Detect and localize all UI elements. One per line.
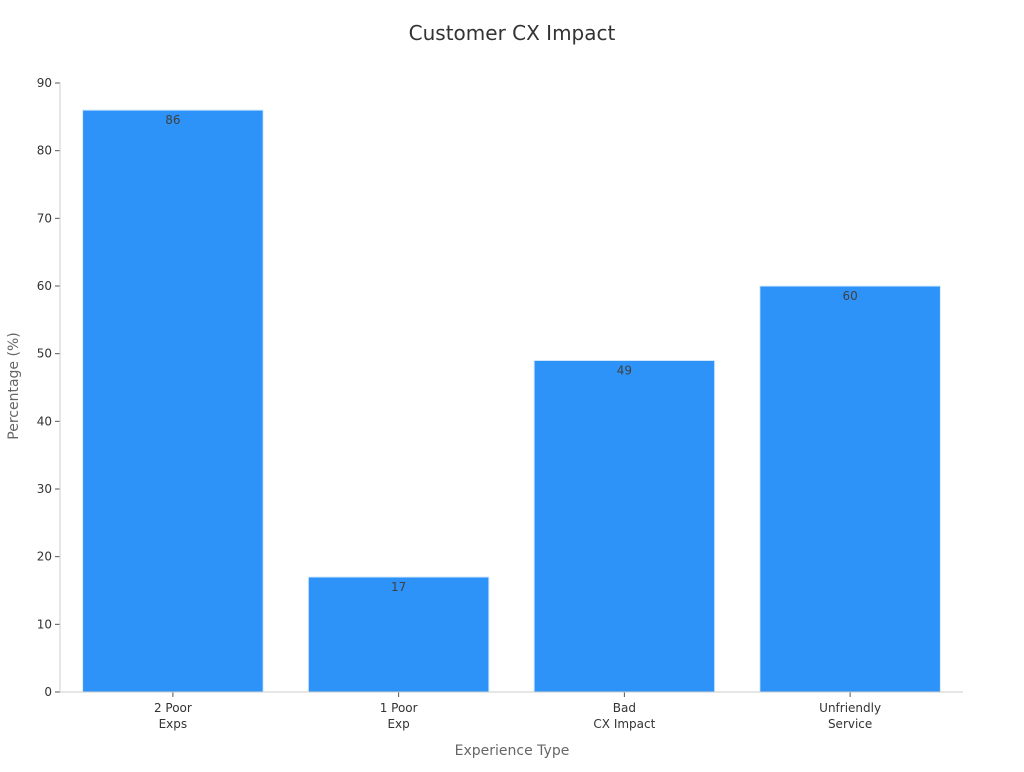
y-tick-label: 70 <box>37 211 52 225</box>
bar-value-label: 86 <box>165 113 180 127</box>
y-axis-title: Percentage (%) <box>6 332 22 439</box>
y-tick-label: 60 <box>37 279 52 293</box>
x-tick-label: Unfriendly <box>819 701 881 715</box>
bars-group <box>82 109 941 693</box>
bar-value-label: 60 <box>842 289 857 303</box>
y-tick-label: 40 <box>37 414 52 428</box>
bar <box>82 109 264 693</box>
x-tick-label: Service <box>828 717 872 731</box>
bar <box>533 359 716 693</box>
x-tick-label: Exp <box>387 717 409 731</box>
chart-title: Customer CX Impact <box>409 21 616 45</box>
bar <box>307 576 490 693</box>
y-tick-label: 80 <box>37 144 52 158</box>
x-tick-label: 2 Poor <box>154 701 192 715</box>
x-tick-label: Exps <box>159 717 188 731</box>
y-tick-label: 0 <box>44 685 52 699</box>
x-tick-label: 1 Poor <box>380 701 418 715</box>
bar <box>759 285 941 693</box>
data-labels-group: 86 17 49 60 <box>165 113 858 594</box>
y-tick-label: 20 <box>37 550 52 564</box>
bar-value-label: 49 <box>617 363 632 377</box>
y-tick-label: 90 <box>37 76 52 90</box>
x-axis-ticks: 2 Poor Exps 1 Poor Exp Bad CX Impact Unfriendl… <box>154 692 881 731</box>
y-axis-ticks: 0 10 20 30 40 50 60 70 80 90 <box>37 76 60 699</box>
x-tick-label: Bad <box>613 701 636 715</box>
y-tick-label: 30 <box>37 482 52 496</box>
y-tick-label: 50 <box>37 347 52 361</box>
y-tick-label: 10 <box>37 617 52 631</box>
bar-value-label: 17 <box>391 580 406 594</box>
x-axis-title: Experience Type <box>455 743 570 759</box>
x-tick-label: CX Impact <box>593 717 655 731</box>
